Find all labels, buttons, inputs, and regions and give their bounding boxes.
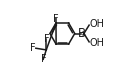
Text: F: F xyxy=(44,34,49,44)
Text: F: F xyxy=(41,54,46,64)
Text: B: B xyxy=(78,27,86,40)
Text: OH: OH xyxy=(89,19,105,29)
Text: F: F xyxy=(53,14,59,24)
Text: F: F xyxy=(30,43,35,53)
Text: OH: OH xyxy=(89,38,105,48)
